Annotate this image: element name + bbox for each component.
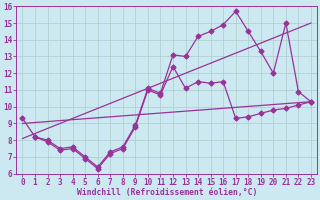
X-axis label: Windchill (Refroidissement éolien,°C): Windchill (Refroidissement éolien,°C) bbox=[76, 188, 257, 197]
